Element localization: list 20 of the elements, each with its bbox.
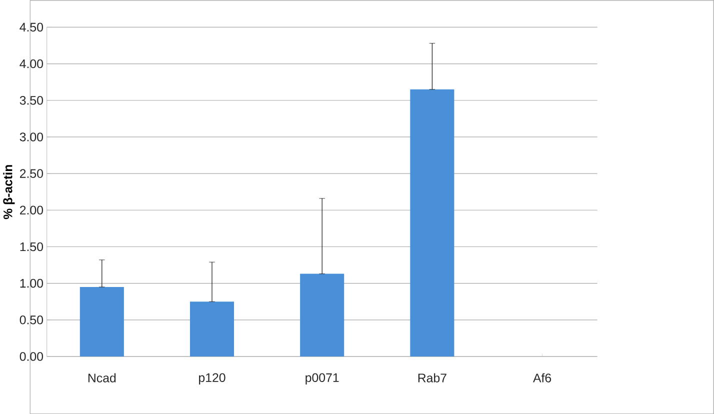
y-tick-label: 4.50 [20,22,44,32]
x-tick-label: Ncad [88,373,116,382]
bar [300,274,344,356]
y-tick-label: 4.00 [20,59,44,68]
y-tick-label: 3.00 [20,132,44,142]
y-tick-label: 1.00 [20,278,44,288]
y-tick-label: 0.50 [20,315,44,324]
y-tick-label: 3.50 [20,96,44,105]
x-tick-label: Af6 [532,373,552,382]
x-tick-label: p0071 [306,373,339,384]
x-tick-label: p120 [199,373,226,384]
bar [80,286,124,356]
bar [410,89,454,356]
y-tick-label: 1.50 [20,242,44,251]
x-tick-label: Rab7 [418,373,446,382]
y-tick-label: 2.50 [20,169,44,178]
y-tick-label: 0.00 [20,352,44,361]
bar [190,301,234,356]
y-tick-label: 2.00 [20,206,44,214]
y-axis-title: % β-actin [3,164,15,219]
